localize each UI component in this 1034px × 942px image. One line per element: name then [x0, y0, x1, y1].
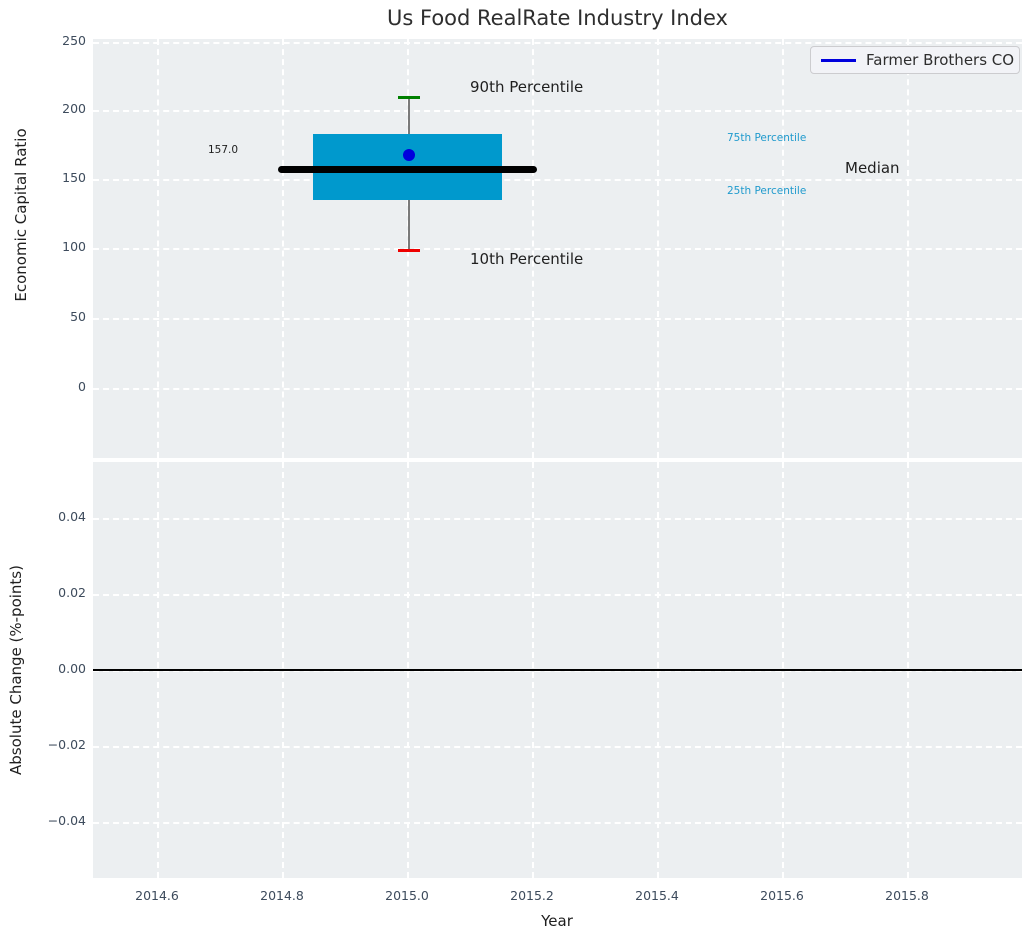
gridline-v [907, 39, 909, 458]
boxplot-cap-90th [398, 96, 420, 99]
ytick-bottom: 0.04 [58, 509, 86, 524]
xtick: 2014.6 [135, 888, 179, 903]
xtick: 2015.0 [385, 888, 429, 903]
xlabel: Year [541, 912, 573, 930]
ylabel-top: Economic Capital Ratio [12, 128, 30, 302]
ytick-top: 200 [62, 101, 86, 116]
zero-line [93, 669, 1022, 671]
xtick: 2014.8 [260, 888, 304, 903]
boxplot-median-line [278, 166, 537, 173]
legend-label: Farmer Brothers CO [866, 51, 1015, 69]
gridline-h [93, 248, 1022, 250]
boxplot-cap-10th [398, 249, 420, 252]
gridline-v [157, 39, 159, 458]
ytick-top: 100 [62, 239, 86, 254]
gridline-h [93, 179, 1022, 181]
xtick: 2015.4 [635, 888, 679, 903]
legend: Farmer Brothers CO [810, 46, 1020, 74]
gridline-h [93, 746, 1022, 748]
xtick: 2015.2 [510, 888, 554, 903]
company-marker [403, 149, 415, 161]
annotation-75th-percentile: 75th Percentile [727, 132, 807, 144]
ytick-bottom: 0.02 [58, 585, 86, 600]
gridline-h [93, 594, 1022, 596]
chart-title: Us Food RealRate Industry Index [387, 6, 728, 30]
gridline-h [93, 42, 1022, 44]
annotation-90th-percentile: 90th Percentile [470, 78, 584, 96]
gridline-v [657, 39, 659, 458]
xtick: 2015.6 [760, 888, 804, 903]
gridline-h [93, 822, 1022, 824]
ytick-bottom: −0.04 [47, 813, 86, 828]
gridline-h [93, 518, 1022, 520]
gridline-h [93, 110, 1022, 112]
annotation-25th-percentile: 25th Percentile [727, 185, 807, 197]
gridline-v [532, 39, 534, 458]
top-axes: 157.0 90th Percentile 10th Percentile 75… [93, 39, 1022, 458]
gridline-h [93, 388, 1022, 390]
gridline-h [93, 318, 1022, 320]
annotation-10th-percentile: 10th Percentile [470, 250, 584, 268]
annotation-median: Median [845, 159, 900, 177]
bottom-axes [93, 462, 1022, 878]
median-value-label: 157.0 [208, 144, 239, 156]
subplot-gap [93, 458, 1022, 462]
gridline-h [93, 670, 1022, 672]
ytick-top: 250 [62, 33, 86, 48]
xtick: 2015.8 [885, 888, 929, 903]
ylabel-bottom: Absolute Change (%-points) [7, 565, 25, 775]
gridline-v [782, 39, 784, 458]
ytick-bottom: 0.00 [58, 661, 86, 676]
ytick-top: 50 [70, 309, 86, 324]
legend-line-sample [821, 58, 856, 62]
gridline-v [282, 39, 284, 458]
ytick-bottom: −0.02 [47, 737, 86, 752]
ytick-top: 150 [62, 170, 86, 185]
ytick-top: 0 [78, 379, 86, 394]
